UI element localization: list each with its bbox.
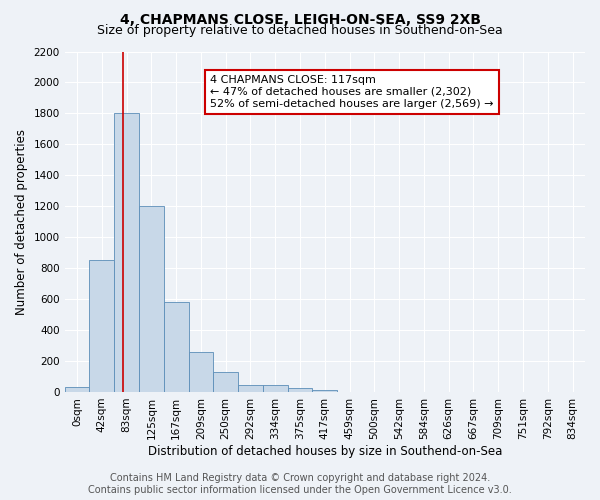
Text: Size of property relative to detached houses in Southend-on-Sea: Size of property relative to detached ho… bbox=[97, 24, 503, 37]
Text: Contains HM Land Registry data © Crown copyright and database right 2024.
Contai: Contains HM Land Registry data © Crown c… bbox=[88, 474, 512, 495]
Bar bbox=[65, 388, 89, 392]
Bar bbox=[164, 302, 188, 392]
Bar bbox=[287, 388, 313, 392]
Text: 4, CHAPMANS CLOSE, LEIGH-ON-SEA, SS9 2XB: 4, CHAPMANS CLOSE, LEIGH-ON-SEA, SS9 2XB bbox=[119, 12, 481, 26]
Bar bbox=[89, 260, 114, 392]
Bar bbox=[114, 114, 139, 392]
X-axis label: Distribution of detached houses by size in Southend-on-Sea: Distribution of detached houses by size … bbox=[148, 444, 502, 458]
Bar bbox=[214, 372, 238, 392]
Bar bbox=[313, 390, 337, 392]
Bar bbox=[263, 385, 287, 392]
Bar bbox=[188, 352, 214, 392]
Bar bbox=[238, 385, 263, 392]
Bar bbox=[139, 206, 164, 392]
Text: 4 CHAPMANS CLOSE: 117sqm
← 47% of detached houses are smaller (2,302)
52% of sem: 4 CHAPMANS CLOSE: 117sqm ← 47% of detach… bbox=[211, 76, 494, 108]
Y-axis label: Number of detached properties: Number of detached properties bbox=[15, 128, 28, 314]
